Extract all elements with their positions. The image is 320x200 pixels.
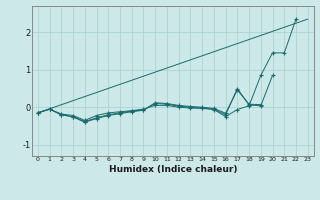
X-axis label: Humidex (Indice chaleur): Humidex (Indice chaleur) bbox=[108, 165, 237, 174]
